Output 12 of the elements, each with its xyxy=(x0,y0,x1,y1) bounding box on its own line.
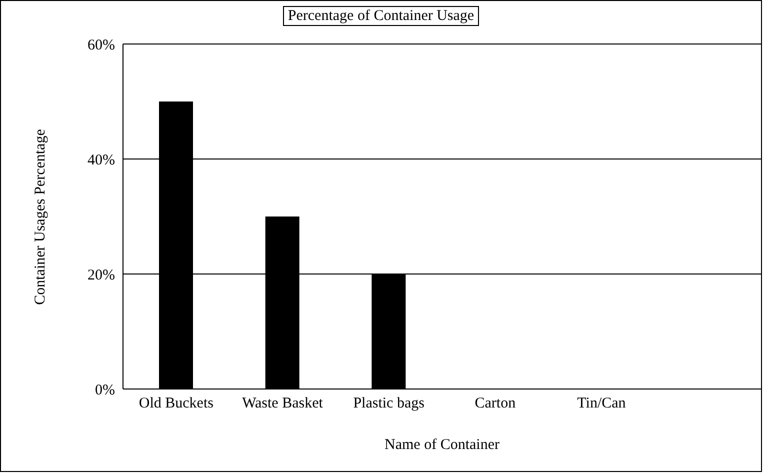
y-tick-label: 20% xyxy=(88,267,115,284)
chart-title: Percentage of Container Usage xyxy=(282,6,480,26)
x-axis-title: Name of Container xyxy=(384,437,500,454)
y-tick-label: 60% xyxy=(88,37,115,54)
y-tick-label: 0% xyxy=(95,382,115,398)
y-tick-label: 40% xyxy=(88,152,115,168)
x-tick-label: Old Buckets xyxy=(138,396,214,412)
x-tick-label: Tin/Can xyxy=(577,396,626,412)
x-tick-label: Plastic bags xyxy=(353,396,425,412)
x-tick-label: Waste Basket xyxy=(242,396,324,412)
x-tick-label: Carton xyxy=(474,396,516,412)
y-axis-title: Container Usages Percentage xyxy=(32,129,50,305)
